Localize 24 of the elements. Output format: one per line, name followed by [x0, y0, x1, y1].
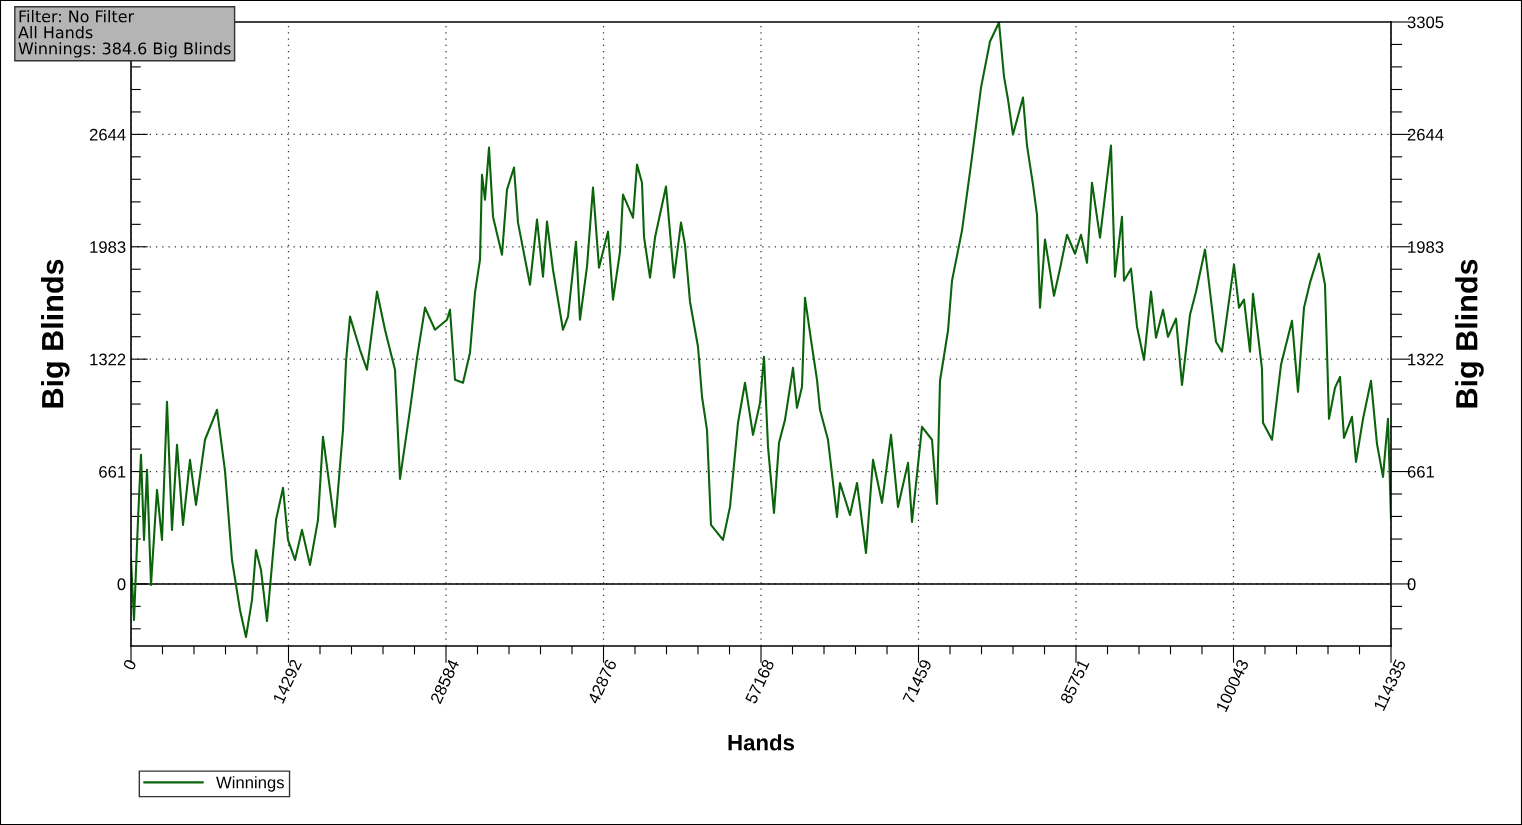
y-tick-label: 1322: [90, 353, 126, 366]
y-axis-title: Big Blinds: [41, 259, 70, 408]
y-tick-label: 1983: [90, 241, 126, 253]
legend-label: Winnings: [216, 776, 284, 792]
y-tick-label: 2644: [89, 128, 126, 141]
x-tick-label: 28584: [429, 658, 460, 705]
y2-tick-label: 0: [1407, 578, 1416, 591]
annotation: Winnings: 384.6 Big Blinds: [18, 42, 231, 58]
y2-tick-label: 661: [1407, 465, 1434, 478]
y2-tick-label: 2644: [1407, 128, 1444, 141]
y2-tick-label: 1983: [1408, 241, 1444, 253]
x-tick-label: 42876: [587, 658, 618, 705]
y2-tick-label: 1322: [1408, 353, 1444, 366]
x-tick-label: 71459: [902, 658, 933, 705]
text: All Hands: [18, 26, 93, 39]
y2-tick-label: 3305: [1407, 16, 1444, 29]
annotation: Filter: No Filter: [19, 10, 135, 23]
x-axis-title: Hands: [728, 734, 795, 751]
y2-axis-title: Big Blinds: [1455, 259, 1484, 408]
x-tick-label: 14292: [272, 658, 302, 704]
x-tick-label: 85751: [1059, 658, 1090, 705]
y-tick-label: 0: [117, 578, 126, 591]
y-tick-label: 661: [99, 465, 126, 478]
x-tick-label: 0: [122, 658, 137, 671]
